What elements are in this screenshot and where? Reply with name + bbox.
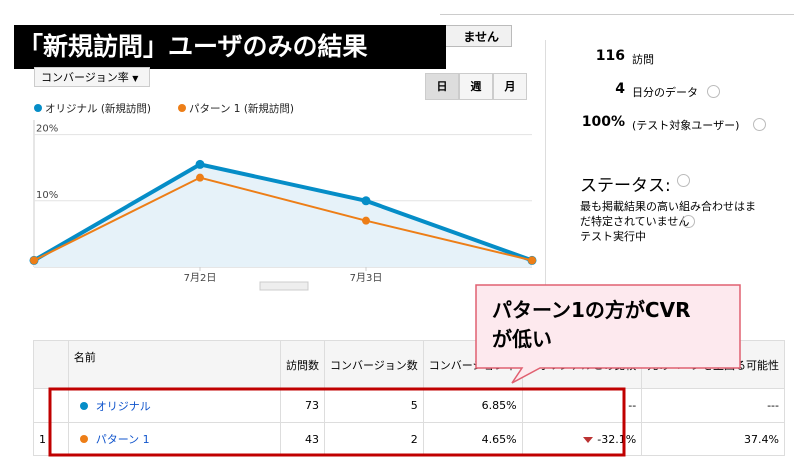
point <box>30 256 38 265</box>
table-cell: --- <box>641 388 785 423</box>
metric-dropdown[interactable]: コンバージョン率 ▼ <box>34 67 150 87</box>
stat-label: (テスト対象ユーザー) <box>632 119 740 132</box>
status-title: ステータス: <box>580 176 671 196</box>
header-cell: 訪問数 <box>279 340 325 389</box>
table-cell: パターン 1 <box>67 422 281 456</box>
header-cell: オリジナルとの比較 <box>521 340 643 389</box>
legend-marker <box>34 104 42 112</box>
stat-label: 日分のデータ <box>632 86 698 99</box>
cell-text: 43 <box>304 432 319 446</box>
y-tick-label: 10% <box>36 190 58 201</box>
variant-dot <box>79 401 88 410</box>
cell-text: 4.65% <box>481 432 517 446</box>
status-message: だ特定されていません <box>580 215 690 228</box>
legend-label: パターン 1 (新規訪問) <box>189 102 294 115</box>
table-cell <box>33 388 69 423</box>
y-tick-label: 20% <box>36 124 58 135</box>
table-cell: 6.85% <box>422 388 523 423</box>
metric-label: コンバージョン率 <box>41 71 129 84</box>
line <box>33 176 533 262</box>
x-tick-label: 7月3日 <box>350 272 383 284</box>
scroll-handle[interactable] <box>259 281 309 291</box>
chart: 10% 20% 7月2日 7月3日 オリジナル (新規訪問) パターン 1 (新規訪問) <box>29 102 537 291</box>
stat-value: 100% <box>581 114 625 130</box>
point <box>361 196 371 206</box>
period-button[interactable]: 月 <box>493 73 527 100</box>
line <box>32 162 533 263</box>
cell-text: 6.85% <box>481 399 517 412</box>
header-cell: 名前 <box>67 340 281 389</box>
cell-text: 2 <box>410 432 418 446</box>
stat-value: 116 <box>595 48 625 64</box>
help-icon[interactable] <box>753 118 766 131</box>
results-table: 名前 訪問数 コンバージョン数 コンバージョン率 オリジナルとの比較 元のページ… <box>33 340 785 456</box>
help-icon[interactable] <box>682 215 695 228</box>
variant-link[interactable]: オリジナル <box>95 399 151 413</box>
table-cell: 5 <box>323 388 424 423</box>
variant-link[interactable]: パターン 1 <box>95 433 150 446</box>
table-cell: 2 <box>323 422 424 456</box>
table-cell: 4.65% <box>422 422 523 456</box>
variant-dot <box>79 435 88 443</box>
cell-text: --- <box>767 399 779 412</box>
table-cell: 73 <box>279 388 325 423</box>
header-cell: コンバージョン数 <box>323 340 424 389</box>
cell-text: -32.1% <box>597 432 637 446</box>
point <box>195 159 205 169</box>
header-row: 名前 訪問数 コンバージョン数 コンバージョン率 オリジナルとの比較 元のページ… <box>33 340 785 389</box>
table-cell: 43 <box>279 422 325 456</box>
stat-value: 4 <box>615 81 625 97</box>
cell-text: 1 <box>39 432 46 446</box>
table-row: 1 パターン 1 43 2 4.65% -32.1% 37.4% <box>33 422 785 456</box>
table-row: オリジナル 73 5 6.85% -- --- <box>33 388 785 423</box>
cell-text: 37.4% <box>744 432 779 446</box>
divider <box>440 14 794 15</box>
hidden-button[interactable]: ません <box>430 25 512 47</box>
header-cell <box>33 340 69 389</box>
point <box>196 173 204 182</box>
x-tick-label: 7月2日 <box>184 272 217 284</box>
help-icon[interactable] <box>677 174 690 187</box>
down-indicator <box>583 436 594 443</box>
point <box>362 216 370 225</box>
table-cell: 37.4% <box>641 422 785 456</box>
table-cell: オリジナル <box>67 388 281 423</box>
stat-label: 訪問 <box>632 53 654 66</box>
separator <box>545 40 546 300</box>
point <box>528 256 536 265</box>
period-buttons: 日 週 月 <box>425 73 527 100</box>
help-icon[interactable] <box>707 85 720 98</box>
period-button[interactable]: 週 <box>459 73 493 100</box>
cell-text: 5 <box>410 399 418 412</box>
cell-text: -- <box>628 399 637 412</box>
banner-title: 「新規訪問」ユーザのみの結果 <box>14 25 446 69</box>
header-cell: 元のページを上回る可能性 <box>641 340 785 389</box>
callout-text: パターン1の方がCVR <box>492 298 690 322</box>
table-cell: -32.1% <box>521 422 643 456</box>
legend-label: オリジナル (新規訪問) <box>45 102 151 115</box>
status-state: テスト実行中 <box>580 230 646 243</box>
table-cell: -- <box>521 388 643 423</box>
legend-marker <box>178 104 186 112</box>
status-message: 最も掲載結果の高い組み合わせはま <box>580 200 756 213</box>
period-button[interactable]: 日 <box>425 73 459 100</box>
cell-text: 73 <box>304 399 319 412</box>
header-cell: コンバージョン率 <box>422 340 523 389</box>
table-cell: 1 <box>33 422 69 456</box>
